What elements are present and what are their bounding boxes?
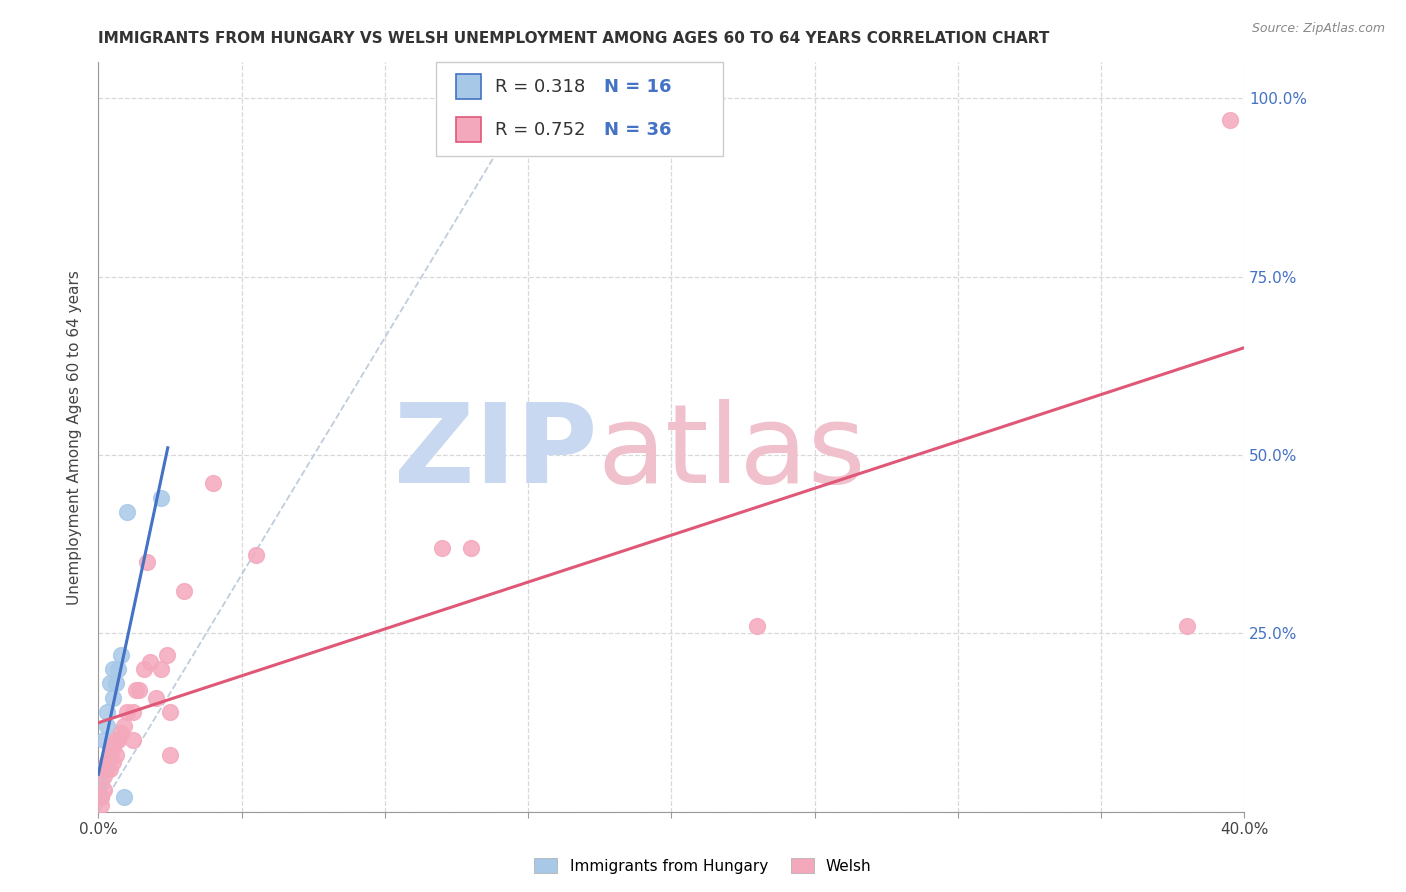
- Point: [245, 548, 267, 562]
- Point: [121, 705, 143, 719]
- Point: [96, 719, 118, 733]
- Text: N = 36: N = 36: [603, 120, 671, 138]
- Point: [124, 683, 146, 698]
- Point: [115, 705, 138, 719]
- Point: [104, 733, 127, 747]
- Point: [430, 541, 453, 555]
- Point: [93, 769, 115, 783]
- Point: [747, 619, 769, 633]
- Y-axis label: Unemployment Among Ages 60 to 64 years: Unemployment Among Ages 60 to 64 years: [67, 269, 83, 605]
- Text: N = 16: N = 16: [603, 78, 671, 95]
- Point: [136, 555, 159, 569]
- Text: Source: ZipAtlas.com: Source: ZipAtlas.com: [1251, 22, 1385, 36]
- Point: [173, 583, 195, 598]
- Point: [90, 790, 112, 805]
- Point: [159, 747, 181, 762]
- Point: [1219, 112, 1241, 127]
- Point: [128, 683, 150, 698]
- Point: [101, 662, 124, 676]
- Point: [110, 726, 132, 740]
- Point: [156, 648, 179, 662]
- Point: [98, 747, 121, 762]
- Text: ZIP: ZIP: [394, 399, 598, 506]
- Point: [202, 476, 225, 491]
- Point: [101, 755, 124, 769]
- FancyBboxPatch shape: [456, 117, 481, 142]
- Text: R = 0.318: R = 0.318: [495, 78, 585, 95]
- Legend: Immigrants from Hungary, Welsh: Immigrants from Hungary, Welsh: [529, 852, 877, 880]
- Point: [145, 690, 167, 705]
- Point: [96, 705, 118, 719]
- FancyBboxPatch shape: [456, 74, 481, 99]
- Point: [139, 655, 162, 669]
- Point: [110, 648, 132, 662]
- Point: [101, 740, 124, 755]
- Text: atlas: atlas: [598, 399, 865, 506]
- Point: [150, 662, 173, 676]
- Point: [121, 733, 143, 747]
- Point: [112, 719, 135, 733]
- Point: [107, 733, 129, 747]
- Point: [93, 733, 115, 747]
- Point: [104, 747, 127, 762]
- Point: [150, 491, 173, 505]
- Text: R = 0.752: R = 0.752: [495, 120, 585, 138]
- Point: [104, 676, 127, 690]
- Point: [98, 762, 121, 776]
- Point: [460, 541, 482, 555]
- Point: [93, 762, 115, 776]
- Point: [112, 790, 135, 805]
- Point: [96, 762, 118, 776]
- Point: [98, 747, 121, 762]
- Point: [90, 797, 112, 812]
- Point: [96, 755, 118, 769]
- Point: [107, 662, 129, 676]
- Point: [159, 705, 181, 719]
- Point: [134, 662, 156, 676]
- Point: [101, 690, 124, 705]
- Point: [115, 505, 138, 519]
- Point: [1175, 619, 1198, 633]
- Point: [98, 676, 121, 690]
- Point: [90, 790, 112, 805]
- Point: [93, 783, 115, 797]
- FancyBboxPatch shape: [436, 62, 723, 156]
- Text: IMMIGRANTS FROM HUNGARY VS WELSH UNEMPLOYMENT AMONG AGES 60 TO 64 YEARS CORRELAT: IMMIGRANTS FROM HUNGARY VS WELSH UNEMPLO…: [98, 31, 1050, 46]
- Point: [90, 776, 112, 790]
